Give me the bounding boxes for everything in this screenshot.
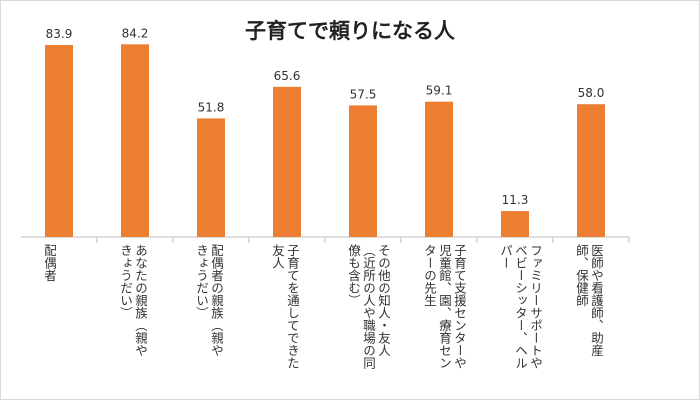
chart-title: 子育てで頼りになる人 [245,19,455,43]
category-label-line: 子育て支援センターや [452,244,466,369]
value-label-7: 58.0 [578,86,605,100]
category-label-7: 医師や看護師、助産 師、保健師 [573,244,603,396]
category-label-line: ファミリーサポートや [528,244,542,369]
category-label-line: 師、保健師 [574,244,589,307]
category-label-4: その他の知人・友人 （近所の人や職場の同 僚も含む） [345,244,390,396]
bar-0 [45,45,73,237]
value-label-2: 51.8 [198,100,225,114]
category-label-2: 配偶者の親族（親や きょうだい） [193,244,223,396]
value-label-5: 59.1 [426,84,453,98]
category-label-line: 配偶者 [42,244,56,282]
value-label-4: 57.5 [350,87,377,101]
bar-4 [349,105,377,238]
category-label-5: 子育て支援センターや 児童館、園、療育セン ターの先生 [421,244,466,396]
category-label-line: （近所の人や職場の同 [361,244,376,369]
bar-7 [577,104,605,237]
bar-5 [425,101,453,237]
bar-3 [273,86,301,237]
category-label-line: パー [498,244,513,269]
bar-2 [197,118,225,237]
bar-6 [501,211,529,237]
value-label-6: 11.3 [502,193,529,207]
category-label-line: ターの先生 [422,244,437,307]
category-label-line: その他の知人・友人 [376,244,390,357]
category-label-line: 医師や看護師、助産 [589,244,603,357]
value-label-0: 83.9 [46,27,73,41]
category-label-0: 配偶者 [41,244,56,396]
bar-1 [121,44,149,237]
category-label-line: あなたの親族（親や [133,244,147,357]
category-label-3: 子育てを通してできた 友人 [269,244,299,396]
value-label-3: 65.6 [274,69,301,83]
category-label-6: ファミリーサポートや ベビーシッター、ヘル パー [497,244,542,396]
category-label-line: きょうだい） [118,244,133,319]
category-label-1: あなたの親族（親や きょうだい） [117,244,147,396]
category-label-line: きょうだい） [194,244,209,319]
category-label-line: 僚も含む） [346,244,361,307]
category-label-line: 子育てを通してできた [285,244,299,369]
category-label-line: 児童館、園、療育セン [437,244,452,369]
category-label-line: 配偶者の親族（親や [209,244,223,357]
value-label-1: 84.2 [122,26,149,40]
category-label-line: 友人 [270,244,285,269]
category-label-line: ベビーシッター、ヘル [513,244,528,369]
